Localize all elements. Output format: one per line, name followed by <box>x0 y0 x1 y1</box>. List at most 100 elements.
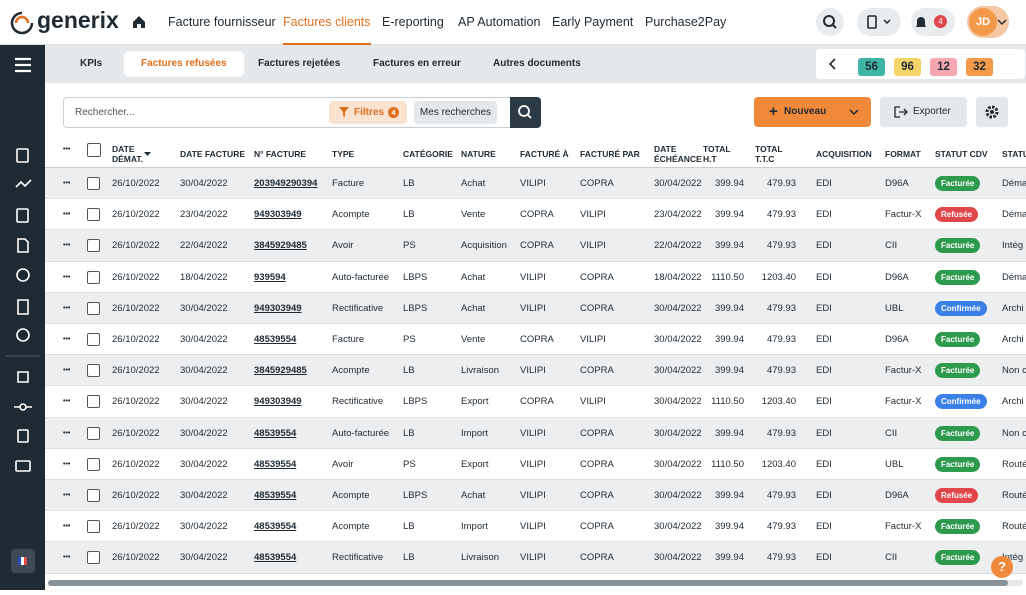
cell: UBL <box>885 302 904 314</box>
cell: Acompte <box>332 209 370 221</box>
row-actions[interactable]: ••• <box>63 523 71 531</box>
row-checkbox[interactable] <box>87 520 100 534</box>
invoice-link[interactable]: 48539554 <box>254 521 297 533</box>
language[interactable] <box>11 549 35 573</box>
nav-item[interactable]: AP Automation <box>458 15 541 29</box>
row-checkbox[interactable] <box>87 177 100 190</box>
search-box[interactable]: Rechercher... Filtres 4 Mes recherches <box>63 97 541 128</box>
cell: Facture <box>332 334 365 345</box>
saved-searches[interactable]: Mes recherches <box>414 101 497 124</box>
row-actions[interactable]: ••• <box>63 336 71 343</box>
cell: VILIPI <box>520 178 546 189</box>
cell: Routé <box>1002 521 1026 533</box>
home-icon[interactable] <box>132 15 146 29</box>
avatar: JD <box>969 8 997 36</box>
cell: 22/04/2022 <box>654 240 702 252</box>
nav-item[interactable]: Purchase2Pay <box>645 15 727 29</box>
tab[interactable]: Factures rejetées <box>258 58 341 69</box>
nav-item[interactable]: Facture fournisseur <box>168 15 276 29</box>
row-actions[interactable]: ••• <box>63 180 71 187</box>
counter[interactable]: 32 <box>966 58 993 76</box>
invoice-link[interactable]: 48539554 <box>254 552 297 564</box>
row-actions[interactable]: ••• <box>63 429 71 437</box>
row-checkbox[interactable] <box>87 489 100 502</box>
tab[interactable]: KPIs <box>80 58 103 69</box>
cell: EDI <box>816 552 832 564</box>
cell: 30/04/2022 <box>654 490 702 501</box>
status-badge: Facturée <box>935 550 981 566</box>
cell: VILIPI <box>520 490 546 501</box>
row-actions[interactable]: ••• <box>63 242 71 250</box>
notifications[interactable]: 4 <box>911 8 955 36</box>
row-checkbox[interactable] <box>87 301 100 315</box>
user-menu[interactable]: JD <box>967 6 1009 38</box>
invoice-link[interactable]: 949303949 <box>254 302 302 314</box>
row-checkbox[interactable] <box>87 395 100 409</box>
cell: Achat <box>461 178 486 189</box>
tab[interactable]: Autres documents <box>493 58 581 69</box>
row-checkbox[interactable] <box>87 333 100 346</box>
row-checkbox[interactable] <box>87 364 100 378</box>
row-checkbox[interactable] <box>87 208 100 222</box>
row-actions[interactable]: ••• <box>63 460 71 468</box>
row-checkbox[interactable] <box>87 270 100 284</box>
counter[interactable]: 96 <box>894 58 921 76</box>
status-badge: Facturée <box>935 176 981 191</box>
device-menu[interactable] <box>857 8 901 36</box>
help-button[interactable]: ? <box>991 556 1013 578</box>
row-actions[interactable]: ••• <box>63 398 71 406</box>
cell: 479.93 <box>766 427 796 439</box>
counter[interactable]: 12 <box>930 58 957 76</box>
nav-item[interactable]: Factures clients <box>283 0 371 45</box>
cell: PS <box>403 458 416 470</box>
row-checkbox[interactable] <box>87 239 100 253</box>
new-button[interactable]: + Nouveau <box>754 97 871 127</box>
invoice-link[interactable]: 48539554 <box>254 427 297 439</box>
settings-button[interactable] <box>976 97 1008 127</box>
row-checkbox[interactable] <box>87 551 100 565</box>
export-button[interactable]: Exporter <box>880 97 967 127</box>
table-row: ••• 26/10/2022 30/04/2022 48539554 Facture PS… <box>45 324 1026 356</box>
column-header: DATE ÉCHÉANCE <box>654 144 702 164</box>
cell: PS <box>403 240 416 252</box>
cell: LB <box>403 365 415 377</box>
invoice-link[interactable]: 3845929485 <box>254 240 307 252</box>
status-badge: Facturée <box>935 425 981 441</box>
row-actions[interactable]: ••• <box>63 492 71 499</box>
invoice-link[interactable]: 48539554 <box>254 334 297 345</box>
tab[interactable]: Factures refusées <box>124 51 244 77</box>
cell: Acompte <box>332 490 370 501</box>
search-submit[interactable] <box>510 97 541 128</box>
status-badge: Confirmée <box>935 394 987 410</box>
row-actions[interactable]: ••• <box>63 211 71 219</box>
cell: EDI <box>816 240 832 252</box>
invoice-link[interactable]: 939594 <box>254 271 286 283</box>
cell: COPRA <box>520 334 554 345</box>
cell: 479.93 <box>766 209 796 221</box>
row-actions[interactable]: ••• <box>63 367 71 375</box>
nav-item[interactable]: E-reporting <box>382 15 444 29</box>
invoice-link[interactable]: 48539554 <box>254 458 297 470</box>
cell: CII <box>885 552 898 564</box>
nav-item[interactable]: Early Payment <box>552 15 634 29</box>
invoice-link[interactable]: 203949290394 <box>254 178 318 189</box>
logo: generix <box>37 7 119 33</box>
invoice-link[interactable]: 3845929485 <box>254 365 307 377</box>
row-actions[interactable]: ••• <box>63 304 71 312</box>
cell: Auto-facturée <box>332 271 390 283</box>
cell: 30/04/2022 <box>654 552 702 564</box>
row-checkbox[interactable] <box>87 426 100 440</box>
prev-button[interactable] <box>828 58 838 70</box>
row-actions[interactable]: ••• <box>63 554 71 562</box>
tab[interactable]: Factures en erreur <box>373 58 461 69</box>
header-checkbox <box>87 143 101 157</box>
filters-button[interactable]: Filtres 4 <box>329 101 407 124</box>
invoice-link[interactable]: 48539554 <box>254 490 297 501</box>
row-actions[interactable]: ••• <box>63 273 71 281</box>
invoice-link[interactable]: 949303949 <box>254 396 302 408</box>
counter[interactable]: 56 <box>858 58 885 76</box>
invoice-link[interactable]: 949303949 <box>254 209 302 221</box>
cell: 479.93 <box>766 490 796 501</box>
search-button[interactable] <box>816 8 844 36</box>
row-checkbox[interactable] <box>87 457 100 471</box>
